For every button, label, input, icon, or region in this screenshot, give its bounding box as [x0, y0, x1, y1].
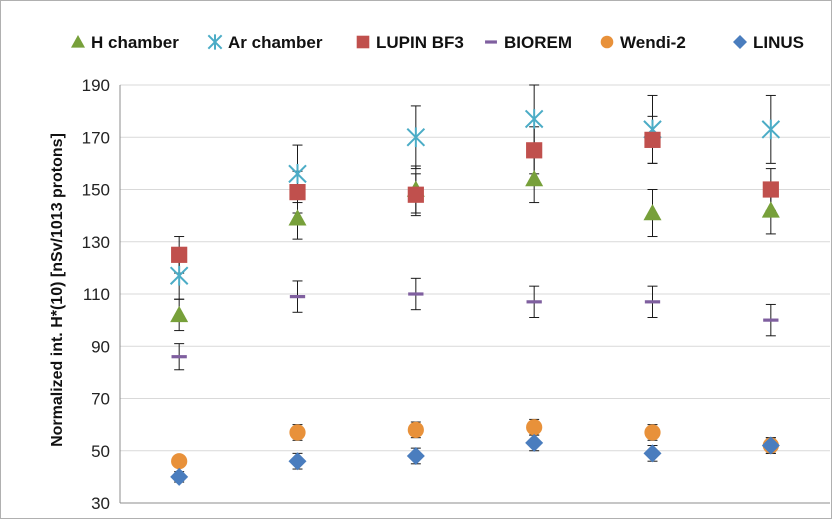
y-axis-ticks: 30 50 70 90 110 130 150 170 190: [82, 76, 110, 513]
data-point: [170, 467, 189, 486]
data-point: [644, 300, 661, 304]
y-tick-label: 90: [91, 337, 110, 356]
legend-label: LINUS: [753, 33, 804, 52]
legend-label: Wendi-2: [620, 33, 686, 52]
data-point: [643, 204, 662, 221]
data-point: [289, 424, 306, 441]
data-point: [171, 453, 188, 470]
y-tick-label: 70: [91, 390, 110, 409]
y-tick-label: 130: [82, 233, 110, 252]
data-point: [406, 127, 426, 148]
legend-label: LUPIN BF3: [376, 33, 464, 52]
data-point: [600, 35, 614, 49]
y-tick-label: 150: [82, 181, 110, 200]
data-point: [407, 421, 424, 438]
data-point: [207, 34, 223, 50]
plot-area: [169, 84, 781, 486]
y-tick-label: 110: [83, 285, 110, 304]
data-point: [288, 452, 307, 471]
legend-label: H chamber: [91, 33, 179, 52]
y-tick-label: 190: [82, 76, 110, 95]
legend-label: BIOREM: [504, 33, 572, 52]
data-point: [643, 444, 662, 463]
data-point: [761, 119, 781, 140]
data-point: [761, 201, 780, 218]
data-point: [71, 35, 85, 48]
data-point: [526, 300, 542, 304]
data-point: [171, 355, 187, 359]
gridlines: [120, 84, 830, 504]
data-point: [762, 181, 779, 198]
data-point: [288, 209, 307, 226]
y-axis-label: Normalized int. H*(10) [nSv/1013 protons…: [49, 133, 66, 447]
axes: [119, 85, 830, 504]
data-point: [524, 109, 544, 129]
data-point: [169, 265, 189, 286]
data-point: [733, 35, 747, 49]
data-point: [525, 170, 544, 187]
legend: H chamber Ar chamber LUPIN BF3 BIOREM Wendi-…: [71, 33, 804, 52]
data-point: [288, 163, 307, 184]
data-point: [171, 246, 188, 263]
y-tick-label: 30: [91, 494, 110, 513]
data-point: [644, 131, 661, 148]
data-point: [761, 436, 780, 455]
data-point: [485, 40, 497, 44]
data-point: [408, 292, 424, 296]
data-point: [406, 446, 425, 465]
data-point: [526, 142, 543, 159]
data-point: [170, 305, 189, 323]
data-point: [526, 419, 543, 436]
data-point: [644, 424, 661, 441]
y-tick-label: 170: [82, 128, 110, 147]
y-tick-label: 50: [91, 442, 110, 461]
data-point: [407, 186, 424, 203]
data-point: [289, 184, 306, 201]
data-point: [525, 433, 544, 452]
data-point: [356, 35, 370, 49]
legend-label: Ar chamber: [228, 33, 323, 52]
data-point: [289, 295, 306, 299]
data-point: [763, 318, 779, 322]
